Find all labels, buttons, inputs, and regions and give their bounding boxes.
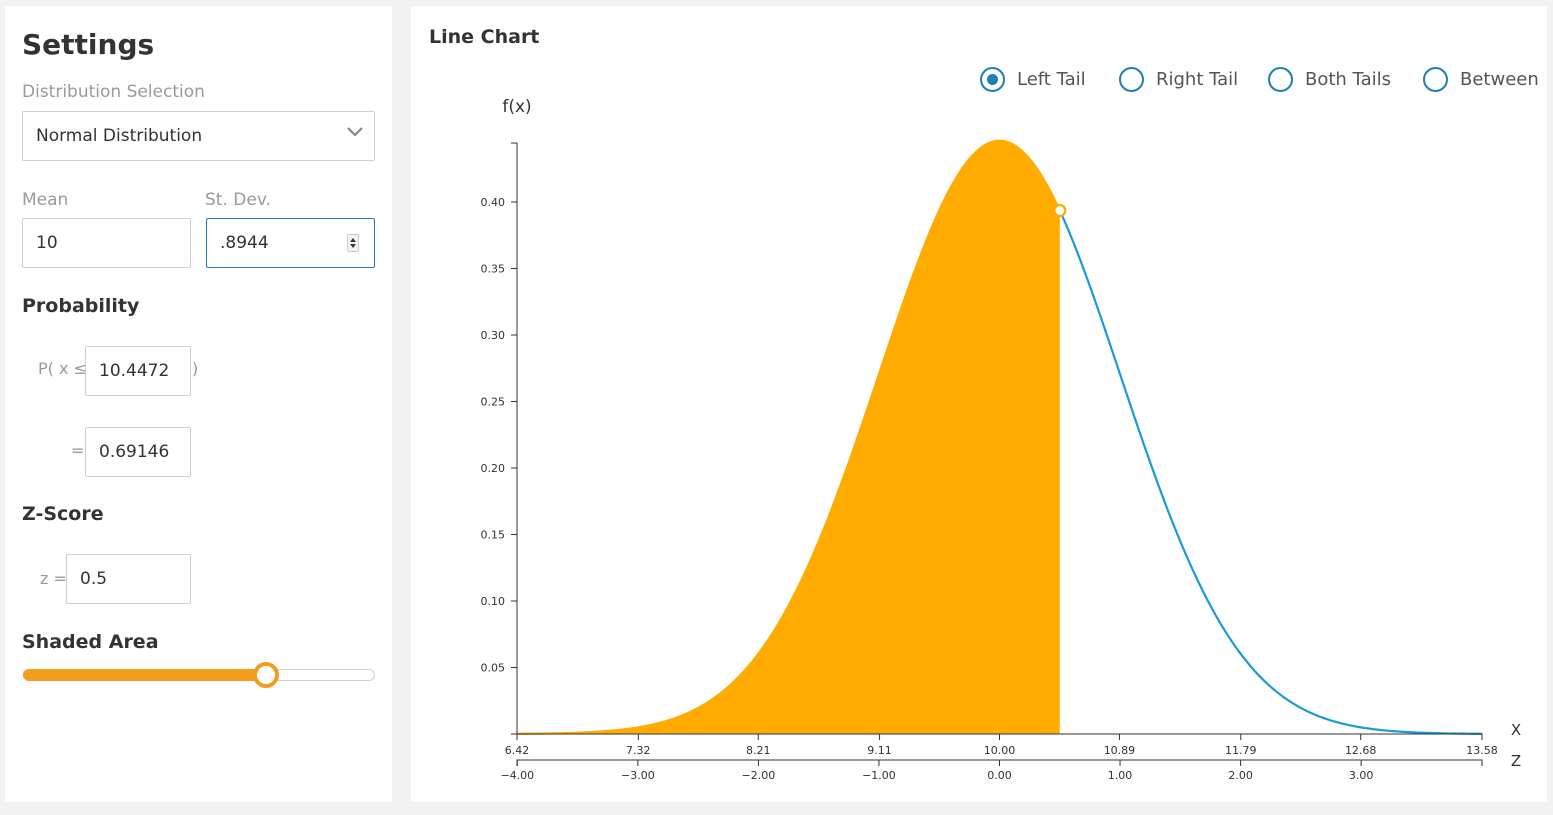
settings-panel: Settings Distribution Selection Normal D… (5, 6, 392, 802)
probability-x-input[interactable]: 10.4472 (85, 346, 191, 396)
probability-suffix: ) (192, 359, 199, 378)
mean-label: Mean (22, 190, 69, 210)
radio-between-label: Between (1460, 69, 1539, 90)
sd-label: St. Dev. (205, 190, 271, 210)
probability-equals: = (71, 441, 85, 460)
zscore-prefix: z = (40, 569, 67, 588)
chevron-down-icon (347, 127, 363, 137)
number-stepper-icon[interactable] (347, 234, 359, 252)
probability-result-input[interactable]: 0.69146 (85, 427, 191, 477)
radio-both-tails-circle[interactable] (1268, 67, 1293, 92)
probability-heading: Probability (22, 295, 140, 317)
radio-right-tail-label: Right Tail (1156, 69, 1239, 90)
sd-input[interactable]: .8944 (206, 218, 375, 268)
chart-title: Line Chart (429, 26, 540, 48)
distribution-select-value: Normal Distribution (36, 126, 203, 146)
zscore-heading: Z-Score (22, 503, 104, 525)
radio-between-circle[interactable] (1423, 67, 1448, 92)
chart-panel: Line Chart Left Tail Right Tail Both Tai… (411, 6, 1547, 802)
settings-title: Settings (22, 28, 155, 61)
radio-left-tail[interactable]: Left Tail (980, 67, 1086, 92)
radio-both-tails[interactable]: Both Tails (1268, 67, 1391, 92)
probability-x-value: 10.4472 (99, 361, 170, 381)
radio-left-tail-circle[interactable] (980, 67, 1005, 92)
probability-prefix: P( x ≤ (38, 359, 87, 378)
mean-input[interactable]: 10 (22, 218, 191, 268)
mean-input-value: 10 (36, 233, 58, 253)
distribution-selection-label: Distribution Selection (22, 82, 205, 102)
shaded-area-slider-fill (23, 669, 267, 681)
zscore-input[interactable]: 0.5 (66, 554, 191, 604)
distribution-select[interactable]: Normal Distribution (22, 111, 375, 161)
radio-right-tail[interactable]: Right Tail (1119, 67, 1238, 92)
radio-both-tails-label: Both Tails (1305, 69, 1391, 90)
probability-result-value: 0.69146 (99, 442, 170, 462)
shaded-area-heading: Shaded Area (22, 631, 159, 653)
zscore-input-value: 0.5 (80, 569, 108, 589)
radio-left-tail-label: Left Tail (1017, 69, 1086, 90)
radio-right-tail-circle[interactable] (1119, 67, 1144, 92)
shaded-area-slider-thumb[interactable] (253, 662, 280, 688)
radio-between[interactable]: Between (1423, 67, 1539, 92)
sd-input-value: .8944 (220, 233, 269, 253)
